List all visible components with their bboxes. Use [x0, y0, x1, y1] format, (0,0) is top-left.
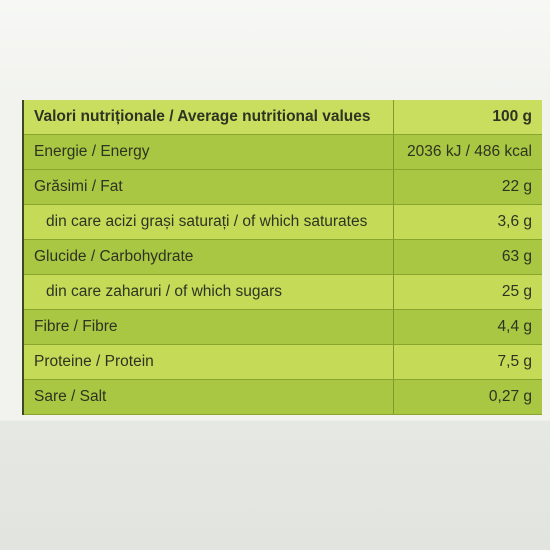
row-value: 25 g [393, 274, 542, 310]
row-value: 2036 kJ / 486 kcal [393, 134, 542, 170]
table-row: Grăsimi / Fat 22 g [23, 169, 542, 205]
row-value: 3,6 g [393, 204, 542, 240]
row-label: Valori nutriționale / Average nutritiona… [23, 100, 394, 135]
row-label: din care zaharuri / of which sugars [23, 274, 394, 310]
row-label: Sare / Salt [23, 379, 394, 415]
row-label: Fibre / Fibre [23, 309, 394, 345]
table-row: Glucide / Carbohydrate 63 g [23, 239, 542, 275]
row-value: 63 g [393, 239, 542, 275]
table-row: Sare / Salt 0,27 g [23, 379, 542, 415]
row-value: 100 g [393, 100, 542, 135]
row-label: Glucide / Carbohydrate [23, 239, 394, 275]
nutrition-table: Valori nutriționale / Average nutritiona… [22, 100, 542, 415]
table-row: din care zaharuri / of which sugars 25 g [23, 274, 542, 310]
row-value: 22 g [393, 169, 542, 205]
row-value: 7,5 g [393, 344, 542, 380]
row-label: din care acizi grași saturați / of which… [23, 204, 394, 240]
table-row: Fibre / Fibre 4,4 g [23, 309, 542, 345]
table-row: din care acizi grași saturați / of which… [23, 204, 542, 240]
table-body: Valori nutriționale / Average nutritiona… [23, 100, 542, 415]
row-value: 0,27 g [393, 379, 542, 415]
row-label: Proteine / Protein [23, 344, 394, 380]
row-label: Energie / Energy [23, 134, 394, 170]
row-value: 4,4 g [393, 309, 542, 345]
table-row: Energie / Energy 2036 kJ / 486 kcal [23, 134, 542, 170]
row-label: Grăsimi / Fat [23, 169, 394, 205]
table-row: Valori nutriționale / Average nutritiona… [23, 100, 542, 135]
table-row: Proteine / Protein 7,5 g [23, 344, 542, 380]
